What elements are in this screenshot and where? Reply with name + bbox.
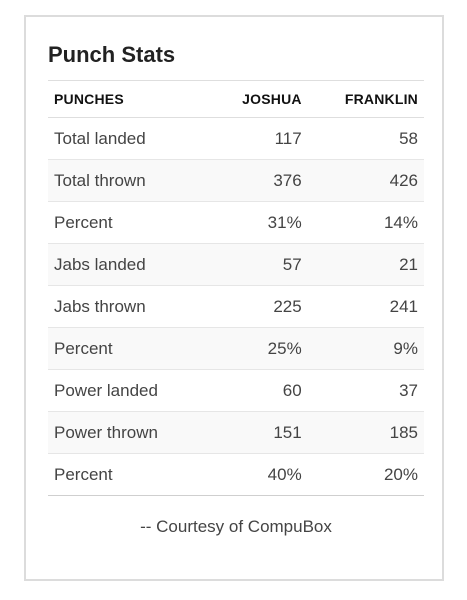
franklin-value: 21 bbox=[307, 243, 424, 286]
source-credit: -- Courtesy of CompuBox bbox=[140, 517, 332, 536]
row-label: Power thrown bbox=[48, 411, 210, 454]
table-row: Percent 40% 20% bbox=[48, 453, 424, 496]
row-label: Jabs landed bbox=[48, 243, 210, 286]
joshua-value: 57 bbox=[210, 243, 308, 286]
joshua-value: 31% bbox=[210, 201, 308, 244]
header-franklin: FRANKLIN bbox=[307, 80, 424, 118]
franklin-value: 241 bbox=[307, 285, 424, 328]
table-row: Percent 31% 14% bbox=[48, 201, 424, 244]
row-label: Total thrown bbox=[48, 159, 210, 202]
joshua-value: 60 bbox=[210, 369, 308, 412]
table-row: Percent 25% 9% bbox=[48, 327, 424, 370]
table-row: Total landed 117 58 bbox=[48, 117, 424, 160]
punch-stats-table: PUNCHES JOSHUA FRANKLIN Total landed 117… bbox=[48, 80, 424, 496]
joshua-value: 151 bbox=[210, 411, 308, 454]
row-label: Jabs thrown bbox=[48, 285, 210, 328]
row-label: Total landed bbox=[48, 117, 210, 160]
joshua-value: 376 bbox=[210, 159, 308, 202]
table-row: Jabs landed 57 21 bbox=[48, 243, 424, 286]
franklin-value: 426 bbox=[307, 159, 424, 202]
row-label: Percent bbox=[48, 453, 210, 496]
row-label: Percent bbox=[48, 201, 210, 244]
table-row: Total thrown 376 426 bbox=[48, 159, 424, 202]
franklin-value: 14% bbox=[307, 201, 424, 244]
joshua-value: 225 bbox=[210, 285, 308, 328]
row-label: Power landed bbox=[48, 369, 210, 412]
joshua-value: 25% bbox=[210, 327, 308, 370]
table-row: Power landed 60 37 bbox=[48, 369, 424, 412]
franklin-value: 20% bbox=[307, 453, 424, 496]
header-punches: PUNCHES bbox=[48, 80, 210, 118]
row-label: Percent bbox=[48, 327, 210, 370]
table-row: Power thrown 151 185 bbox=[48, 411, 424, 454]
table-header-row: PUNCHES JOSHUA FRANKLIN bbox=[48, 80, 424, 118]
franklin-value: 185 bbox=[307, 411, 424, 454]
franklin-value: 9% bbox=[307, 327, 424, 370]
punch-stats-card: Punch Stats PUNCHES JOSHUA FRANKLIN Tota… bbox=[24, 15, 444, 581]
header-joshua: JOSHUA bbox=[210, 80, 308, 118]
joshua-value: 117 bbox=[210, 117, 308, 160]
table-row: Jabs thrown 225 241 bbox=[48, 285, 424, 328]
joshua-value: 40% bbox=[210, 453, 308, 496]
franklin-value: 58 bbox=[307, 117, 424, 160]
card-title: Punch Stats bbox=[48, 42, 176, 67]
franklin-value: 37 bbox=[307, 369, 424, 412]
